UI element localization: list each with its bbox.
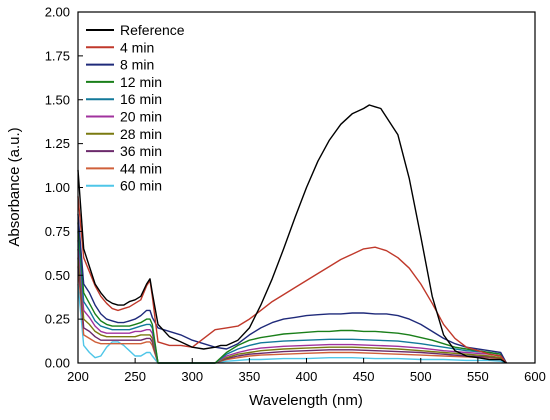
legend-label: 60 min — [120, 178, 162, 194]
x-tick-label: 550 — [467, 369, 489, 384]
y-tick-label: 0.25 — [45, 312, 70, 327]
legend-label: 4 min — [120, 39, 154, 55]
legend-label: 8 min — [120, 57, 154, 73]
ticks-layer: 200 250 300 350 400 450 500 550 600 0.00 0.25 0.50 0… — [45, 5, 546, 385]
legend-label: 20 min — [120, 109, 162, 125]
series-line-3 — [77, 222, 507, 364]
y-tick-label: 2.00 — [45, 5, 70, 20]
legend-label: Reference — [120, 22, 185, 38]
x-tick-label: 300 — [181, 369, 203, 384]
series-line-1 — [77, 196, 507, 364]
y-axis-title: Absorbance (a.u.) — [6, 127, 23, 246]
series-line-0 — [77, 104, 507, 364]
y-tick-label: 0.00 — [45, 356, 70, 371]
y-tick-label: 1.00 — [45, 180, 70, 195]
y-tick-label: 1.75 — [45, 48, 70, 63]
y-tick-label: 0.50 — [45, 268, 70, 283]
x-tick-label: 400 — [296, 369, 318, 384]
x-axis-title: Wavelength (nm) — [249, 392, 363, 409]
x-tick-label: 200 — [67, 369, 89, 384]
x-tick-label: 350 — [239, 369, 261, 384]
legend-label: 12 min — [120, 74, 162, 90]
series-line-2 — [77, 213, 508, 364]
legend-label: 16 min — [120, 91, 162, 107]
x-tick-label: 450 — [353, 369, 375, 384]
legend-label: 28 min — [120, 126, 162, 142]
y-tick-label: 1.50 — [45, 92, 70, 107]
legend-label: 44 min — [120, 160, 162, 176]
x-tick-label: 500 — [410, 369, 432, 384]
x-tick-label: 600 — [524, 369, 546, 384]
legend-label: 36 min — [120, 143, 162, 159]
y-tick-label: 1.25 — [45, 136, 70, 151]
x-tick-label: 250 — [124, 369, 146, 384]
y-tick-label: 0.75 — [45, 224, 70, 239]
